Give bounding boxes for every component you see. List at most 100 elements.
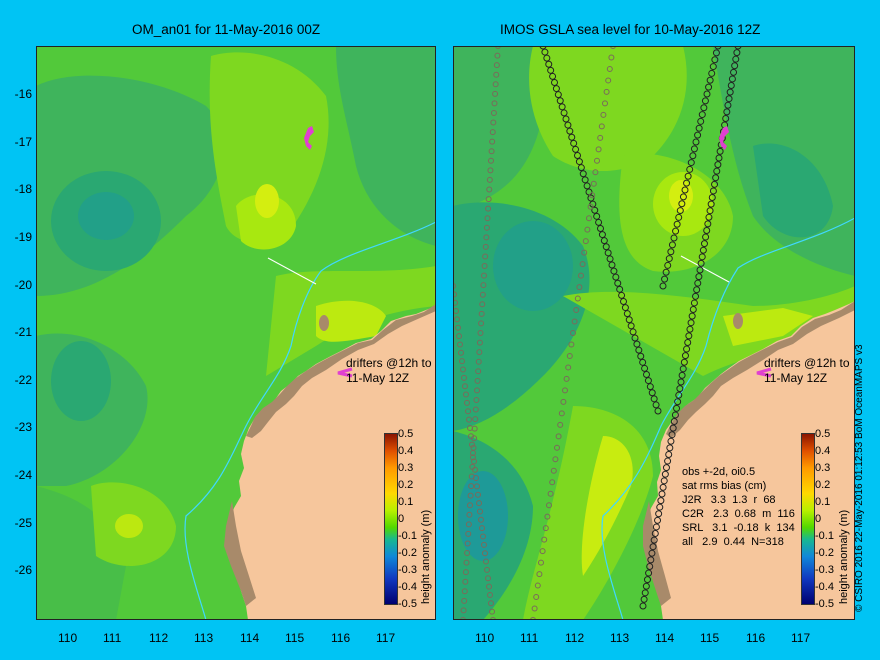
x-tick-label: 110 xyxy=(475,631,495,645)
altimeter-obs xyxy=(659,282,667,290)
altimeter-obs xyxy=(669,424,677,432)
altimeter-obs xyxy=(457,341,463,348)
altimeter-obs xyxy=(489,129,496,136)
coastline-shelf xyxy=(666,301,855,438)
altimeter-obs xyxy=(455,324,461,331)
altimeter-obs xyxy=(468,483,475,490)
altimeter-obs xyxy=(649,543,657,551)
altimeter-obs xyxy=(493,71,500,78)
altimeter-obs xyxy=(456,333,462,340)
left-map-panel[interactable] xyxy=(36,46,436,620)
drifters-label-line2: 11-May 12Z xyxy=(346,371,410,385)
altimeter-obs xyxy=(686,325,694,333)
altimeter-obs xyxy=(700,104,708,112)
altimeter-obs xyxy=(712,174,720,182)
colorbar-right xyxy=(801,433,815,605)
altimeter-obs xyxy=(478,320,485,327)
transect-line xyxy=(680,255,730,283)
altimeter-obs xyxy=(479,291,486,298)
colorbar-tick-label: 0.3 xyxy=(815,462,831,474)
altimeter-obs xyxy=(571,318,578,325)
colorbar-tick-label: 0.5 xyxy=(398,428,414,440)
right-map-panel[interactable] xyxy=(453,46,855,620)
altimeter-obs xyxy=(572,145,580,153)
altimeter-obs xyxy=(644,377,652,385)
altimeter-obs xyxy=(680,358,688,366)
altimeter-obs xyxy=(489,608,495,615)
altimeter-obs xyxy=(461,588,468,595)
altimeter-obs xyxy=(480,533,486,540)
altimeter-obs xyxy=(566,352,573,359)
altimeter-obs xyxy=(687,159,695,167)
altimeter-obs xyxy=(716,147,724,155)
altimeter-obs xyxy=(555,433,562,440)
altimeter-obs xyxy=(480,282,487,289)
altimeter-obs xyxy=(463,559,470,566)
left-map-title: OM_an01 for 11-May-2016 00Z xyxy=(132,22,321,37)
altimeter-obs xyxy=(458,349,464,356)
altimeter-obs xyxy=(465,530,472,537)
altimeter-obs xyxy=(547,66,555,74)
altimeter-obs xyxy=(490,617,496,620)
altimeter-obs xyxy=(605,77,612,84)
colorbar-tick-label: -0.2 xyxy=(398,547,417,559)
altimeter-obs xyxy=(486,186,493,193)
colorbar-tick-label: 0.1 xyxy=(815,496,831,508)
drifters-label-line1: drifters @12h to xyxy=(764,356,850,370)
left-map-frame xyxy=(36,46,436,620)
altimeter-obs xyxy=(670,418,678,426)
altimeter-obs xyxy=(597,225,604,232)
stats-row: all 2.9 0.44 N=318 xyxy=(682,536,784,548)
altimeter-obs xyxy=(488,148,495,155)
altimeter-obs xyxy=(639,358,647,366)
altimeter-obs xyxy=(474,387,480,394)
altimeter-obs xyxy=(647,556,655,564)
stats-row: C2R 2.3 0.68 m 116 xyxy=(682,508,795,520)
x-tick-label: 117 xyxy=(376,631,396,645)
altimeter-obs xyxy=(620,298,627,305)
altimeter-obs xyxy=(702,233,710,241)
altimeter-obs xyxy=(714,161,722,169)
transect-line xyxy=(267,257,317,285)
altimeter-obs xyxy=(543,54,551,62)
altimeter-obs xyxy=(643,576,651,584)
altimeter-obs xyxy=(705,213,713,221)
altimeter-obs xyxy=(672,227,680,235)
altimeter-obs xyxy=(606,65,613,72)
altimeter-obs xyxy=(462,578,469,585)
altimeter-obs xyxy=(695,273,703,281)
credit-text: © CSIRO 2016 22-May-2016 01:12:53 BoM Oc… xyxy=(854,344,865,612)
altimeter-obs xyxy=(461,597,468,604)
altimeter-obs xyxy=(595,146,602,153)
altimeter-obs xyxy=(706,76,714,84)
altimeter-obs xyxy=(464,540,471,547)
field-patch xyxy=(529,46,687,171)
altimeter-obs xyxy=(464,550,471,557)
colorbar-tick-label: -0.2 xyxy=(815,547,834,559)
altimeter-obs xyxy=(579,170,587,178)
stats-row: J2R 3.3 1.3 r 68 xyxy=(682,494,776,506)
altimeter-obs xyxy=(606,255,614,263)
altimeter-obs xyxy=(579,261,586,268)
right-map-title: IMOS GSLA sea level for 10-May-2016 12Z xyxy=(500,22,761,37)
altimeter-obs xyxy=(686,165,694,173)
altimeter-obs xyxy=(595,218,603,226)
altimeter-obs xyxy=(598,231,606,239)
altimeter-obs xyxy=(675,391,683,399)
altimeter-obs xyxy=(670,234,678,242)
altimeter-obs xyxy=(730,68,738,76)
altimeter-obs xyxy=(487,591,493,598)
altimeter-obs xyxy=(641,364,649,372)
colorbar-tick-label: -0.3 xyxy=(398,564,417,576)
altimeter-obs xyxy=(461,374,467,381)
x-tick-label: 113 xyxy=(610,631,630,645)
altimeter-obs xyxy=(623,310,631,318)
altimeter-obs xyxy=(700,240,708,248)
altimeter-obs xyxy=(641,589,649,597)
altimeter-obs xyxy=(545,60,553,68)
altimeter-obs xyxy=(566,127,574,135)
altimeter-obs xyxy=(469,454,476,461)
altimeter-obs xyxy=(487,167,494,174)
x-tick-label: 116 xyxy=(746,631,766,645)
altimeter-obs xyxy=(608,54,615,61)
